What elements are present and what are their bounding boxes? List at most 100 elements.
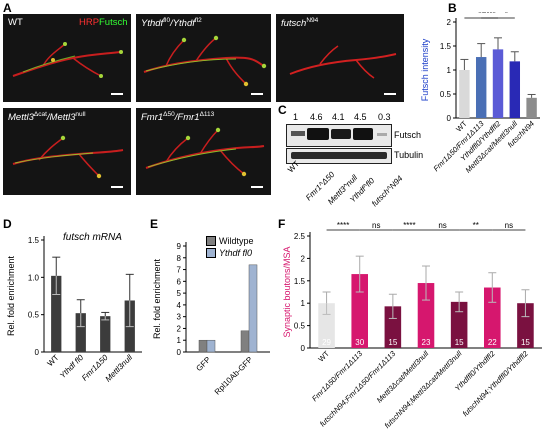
ratio-value: 1 [293, 112, 299, 122]
futsch-blot [286, 124, 392, 147]
micrograph-futsch: futschN94 [276, 14, 404, 102]
lane-label: futsch^N94 [370, 173, 405, 209]
y-tick-label: 5 [177, 289, 182, 298]
bar [484, 287, 501, 348]
n-label: 15 [388, 338, 397, 347]
significance-label: **** [483, 12, 495, 18]
scale-bar [384, 93, 396, 95]
bar [351, 274, 368, 348]
chart-ribo-enrichment: Rel. fold enrichment 0 1 2 3 4 5 6 7 8 9 GFP Rpl10Ab… [152, 242, 270, 397]
micrograph-fmr1: Fmr1Δ50/Fmr1Δ113 [136, 108, 271, 195]
micrograph-label-wt: WT [8, 17, 23, 28]
n-label: 23 [422, 338, 431, 347]
band-label-tubulin: Tubulin [394, 150, 424, 160]
futsch-channel-label: Futsch [99, 17, 128, 28]
y-tick-label: 0 [447, 114, 452, 123]
y-tick-label: 7 [177, 266, 182, 275]
hrp-channel-label: HRP [79, 17, 100, 28]
bar [240, 330, 250, 353]
y-tick-label: 1 [447, 66, 452, 75]
panel-letter-f: F [278, 217, 286, 231]
bar [517, 303, 534, 348]
scale-bar [111, 186, 123, 188]
category-label: Rpl10Ab-GFP [213, 355, 255, 397]
micrograph-label-mettl3: Mettl3Δcat/Mettl3null [8, 111, 86, 124]
legend-swatch [206, 248, 216, 258]
scale-bar [251, 93, 263, 95]
category-label: Mettl3null [104, 353, 135, 384]
category-label: WT [316, 349, 331, 364]
bar [318, 303, 335, 348]
y-tick-label: 0 [177, 348, 182, 357]
bar [198, 339, 208, 353]
y-tick-label: 1 [301, 299, 306, 308]
y-tick-label: 2 [177, 324, 182, 333]
significance-label: ** [478, 12, 484, 18]
y-tick-label: 0.5 [440, 90, 452, 99]
y-tick-label: 1.5 [294, 277, 306, 286]
chart-d-title: futsch mRNA [63, 232, 122, 243]
bar [509, 61, 521, 118]
y-tick-label: 0 [301, 344, 306, 353]
y-tick-label: 0 [35, 348, 40, 357]
ratio-value: 4.5 [354, 112, 367, 122]
scale-bar [251, 186, 263, 188]
y-tick-label: 0.5 [294, 322, 306, 331]
nmj-fmr1-drawing [145, 127, 265, 177]
y-tick-label: 0.5 [28, 311, 40, 320]
band-label-futsch: Futsch [394, 130, 422, 140]
y-tick-label: 1 [177, 336, 182, 345]
panel-letter-b: B [448, 1, 457, 15]
bar [526, 97, 537, 118]
ratio-value: 0.3 [378, 112, 391, 122]
bar [206, 339, 216, 353]
significance-label: * [505, 12, 508, 18]
y-tick-label: 1.0 [28, 273, 40, 282]
n-label: 30 [355, 338, 364, 347]
scale-bar [111, 93, 123, 95]
category-label: WT [46, 353, 61, 368]
significance-label: ns [438, 222, 446, 230]
nmj-ythdf-drawing [143, 35, 267, 87]
y-tick-label: 2.5 [294, 232, 306, 241]
significance-label: ns [372, 222, 380, 230]
significance-label: **** [403, 222, 415, 230]
micrograph-mettl3: Mettl3Δcat/Mettl3null [3, 108, 131, 195]
y-tick-label: 9 [177, 242, 182, 251]
micrograph-label-ythdf: Ythdffl0/Ythdffl2 [141, 17, 202, 30]
n-label: 29 [322, 338, 331, 347]
panel-letter-e: E [150, 217, 159, 231]
y-axis-label: Rel. fold enrichment [6, 255, 16, 336]
y-tick-label: 2 [301, 254, 306, 263]
panel-letter-a: A [3, 1, 12, 15]
y-tick-label: 1.5 [28, 236, 40, 245]
panel-letter-d: D [3, 217, 12, 231]
significance-label: **** [337, 222, 349, 230]
ratio-value: 4.6 [310, 112, 323, 122]
significance-label: ns [505, 222, 513, 230]
bar [248, 264, 258, 353]
nmj-wt-drawing [12, 42, 123, 78]
bar [384, 306, 402, 348]
legend-swatch [206, 236, 216, 246]
nmj-mettl3-drawing [12, 135, 124, 179]
tubulin-blot [286, 148, 392, 164]
ratio-value: 4.1 [332, 112, 345, 122]
n-label: 22 [488, 338, 497, 347]
y-tick-label: 3 [177, 313, 182, 322]
n-label: 15 [521, 338, 530, 347]
legend-item-wildtype: Wildtype [206, 236, 254, 246]
bar [459, 70, 470, 118]
nmj-futsch-drawing [289, 45, 397, 79]
y-axis-label: Futsch intensity [420, 38, 430, 101]
bar [417, 283, 435, 348]
legend-item-ythdf: Ythdf fl0 [206, 248, 252, 258]
significance-label: ** [473, 222, 479, 230]
category-label: futschN94;Ythdffl0/Ythdffl2 [461, 348, 531, 418]
bar [51, 275, 62, 352]
bar [450, 301, 468, 348]
y-axis-label: Rel. fold enrichment [152, 258, 162, 339]
y-tick-label: 8 [177, 254, 182, 263]
panel-letter-c: C [278, 103, 287, 117]
